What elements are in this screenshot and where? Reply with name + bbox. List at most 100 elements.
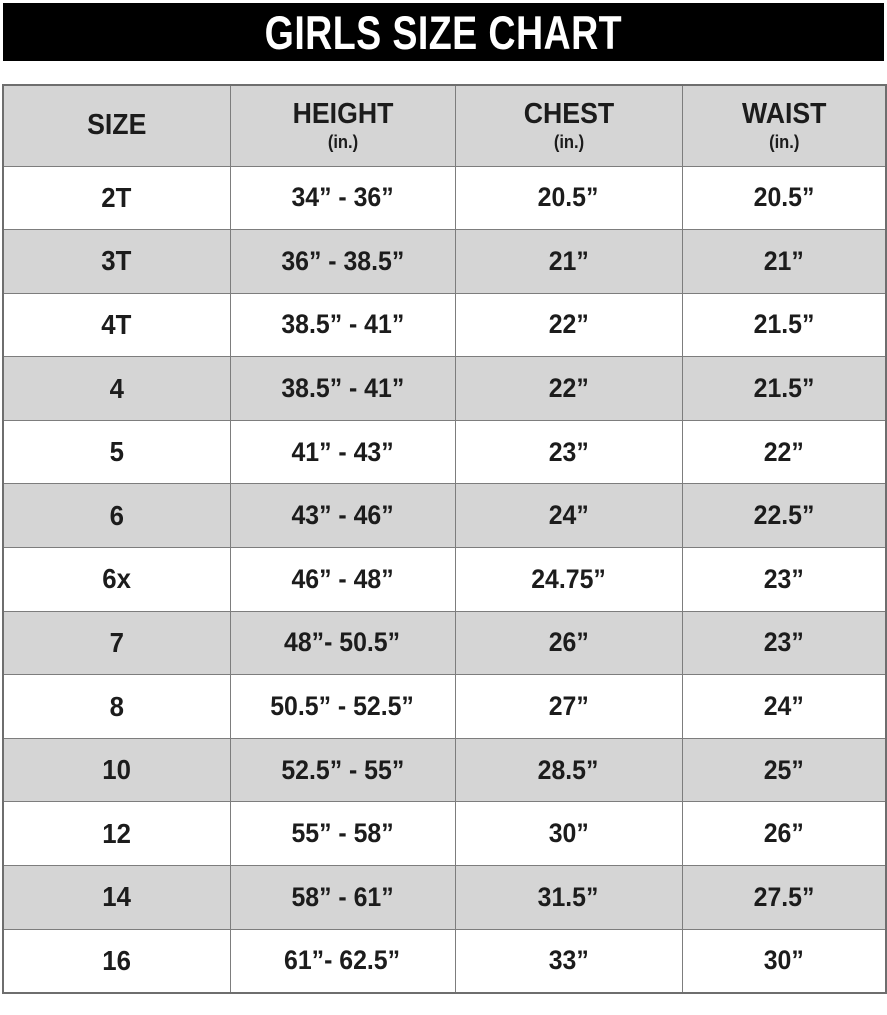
table-row: 4 38.5” - 41” 22” 21.5” <box>2 356 887 421</box>
chest-value: 21” <box>548 245 589 276</box>
height-value: 52.5” - 55” <box>281 754 404 785</box>
table-row: 2T 34” - 36” 20.5” 20.5” <box>2 165 887 231</box>
column-unit: (in.) <box>768 132 799 153</box>
size-cell: 12 <box>2 801 231 867</box>
waist-value: 27.5” <box>753 881 815 912</box>
size-cell: 16 <box>2 928 231 994</box>
size-value: 2T <box>101 181 132 213</box>
size-value: 6x <box>102 563 132 595</box>
chest-value: 24” <box>548 500 589 531</box>
size-value: 4T <box>101 308 132 340</box>
table-row: 4T 38.5” - 41” 22” 21.5” <box>2 292 887 358</box>
column-unit: (in.) <box>327 132 358 153</box>
chest-cell: 23” <box>454 419 683 485</box>
waist-cell: 22.5” <box>681 483 887 549</box>
size-value: 6 <box>109 499 124 531</box>
size-cell: 6x <box>2 547 231 612</box>
chest-value: 28.5” <box>538 754 599 785</box>
height-cell: 38.5” - 41” <box>229 356 456 421</box>
height-cell: 58” - 61” <box>229 865 456 930</box>
height-value: 43” - 46” <box>291 500 394 531</box>
waist-value: 22.5” <box>753 500 815 531</box>
height-value: 48”- 50.5” <box>284 627 401 658</box>
height-cell: 46” - 48” <box>229 547 456 612</box>
column-header-chest: CHEST (in.) <box>454 84 683 167</box>
size-value: 7 <box>109 626 124 658</box>
waist-value: 21.5” <box>753 309 815 340</box>
waist-cell: 27.5” <box>681 865 887 930</box>
waist-value: 21.5” <box>753 373 815 404</box>
waist-cell: 26” <box>681 801 887 867</box>
height-value: 55” - 58” <box>291 818 394 849</box>
height-cell: 38.5” - 41” <box>229 292 456 358</box>
column-label: WAIST <box>741 98 826 131</box>
waist-cell: 25” <box>681 737 887 803</box>
chest-value: 26” <box>548 627 589 658</box>
table-row: 10 52.5” - 55” 28.5” 25” <box>2 737 887 803</box>
size-cell: 6 <box>2 483 231 549</box>
size-cell: 4 <box>2 356 231 421</box>
size-cell: 7 <box>2 610 231 676</box>
chest-cell: 30” <box>454 801 683 867</box>
waist-value: 26” <box>763 818 804 849</box>
column-label: CHEST <box>523 98 614 131</box>
size-cell: 10 <box>2 737 231 803</box>
size-value: 12 <box>102 817 132 849</box>
waist-value: 23” <box>763 563 804 594</box>
waist-value: 22” <box>763 436 804 467</box>
chest-cell: 20.5” <box>454 165 683 231</box>
height-cell: 43” - 46” <box>229 483 456 549</box>
height-value: 58” - 61” <box>291 881 394 912</box>
chest-value: 30” <box>548 818 589 849</box>
table-row: 14 58” - 61” 31.5” 27.5” <box>2 865 887 930</box>
chest-cell: 21” <box>454 229 683 294</box>
chest-cell: 27” <box>454 674 683 739</box>
column-header-waist: WAIST (in.) <box>681 84 887 167</box>
chest-cell: 31.5” <box>454 865 683 930</box>
height-value: 41” - 43” <box>291 436 394 467</box>
height-cell: 41” - 43” <box>229 419 456 485</box>
waist-cell: 21.5” <box>681 292 887 358</box>
size-cell: 8 <box>2 674 231 739</box>
chest-cell: 22” <box>454 292 683 358</box>
column-header-size: SIZE <box>2 84 231 167</box>
waist-cell: 30” <box>681 928 887 994</box>
chest-cell: 24.75” <box>454 547 683 612</box>
column-label: SIZE <box>87 109 147 142</box>
chest-cell: 26” <box>454 610 683 676</box>
girls-size-chart-table: SIZE HEIGHT (in.) CHEST (in.) WAIST (in.) 2T 34… <box>2 84 887 994</box>
height-cell: 50.5” - 52.5” <box>229 674 456 739</box>
size-cell: 4T <box>2 292 231 358</box>
title-banner: GIRLS SIZE CHART <box>3 3 884 61</box>
size-value: 14 <box>102 881 132 913</box>
chest-value: 22” <box>548 373 589 404</box>
table-row: 12 55” - 58” 30” 26” <box>2 801 887 867</box>
size-value: 5 <box>109 436 124 468</box>
size-cell: 3T <box>2 229 231 294</box>
height-value: 50.5” - 52.5” <box>270 691 415 722</box>
size-value: 3T <box>101 245 132 277</box>
waist-cell: 23” <box>681 610 887 676</box>
height-cell: 55” - 58” <box>229 801 456 867</box>
chest-value: 33” <box>548 945 589 976</box>
size-value: 10 <box>102 754 132 786</box>
height-cell: 36” - 38.5” <box>229 229 456 294</box>
table-row: 6x 46” - 48” 24.75” 23” <box>2 547 887 612</box>
chest-cell: 24” <box>454 483 683 549</box>
chest-value: 22” <box>548 309 589 340</box>
table-row: 16 61”- 62.5” 33” 30” <box>2 928 887 994</box>
column-header-height: HEIGHT (in.) <box>229 84 456 167</box>
waist-value: 24” <box>763 691 804 722</box>
height-value: 38.5” - 41” <box>281 373 404 404</box>
height-cell: 34” - 36” <box>229 165 456 231</box>
size-value: 16 <box>102 944 132 976</box>
chest-value: 27” <box>548 691 589 722</box>
chest-value: 23” <box>548 436 589 467</box>
height-value: 46” - 48” <box>291 563 394 594</box>
table-row: 3T 36” - 38.5” 21” 21” <box>2 229 887 294</box>
chest-cell: 33” <box>454 928 683 994</box>
waist-value: 21” <box>763 245 804 276</box>
waist-cell: 22” <box>681 419 887 485</box>
column-label: HEIGHT <box>292 98 393 131</box>
height-value: 38.5” - 41” <box>281 309 404 340</box>
